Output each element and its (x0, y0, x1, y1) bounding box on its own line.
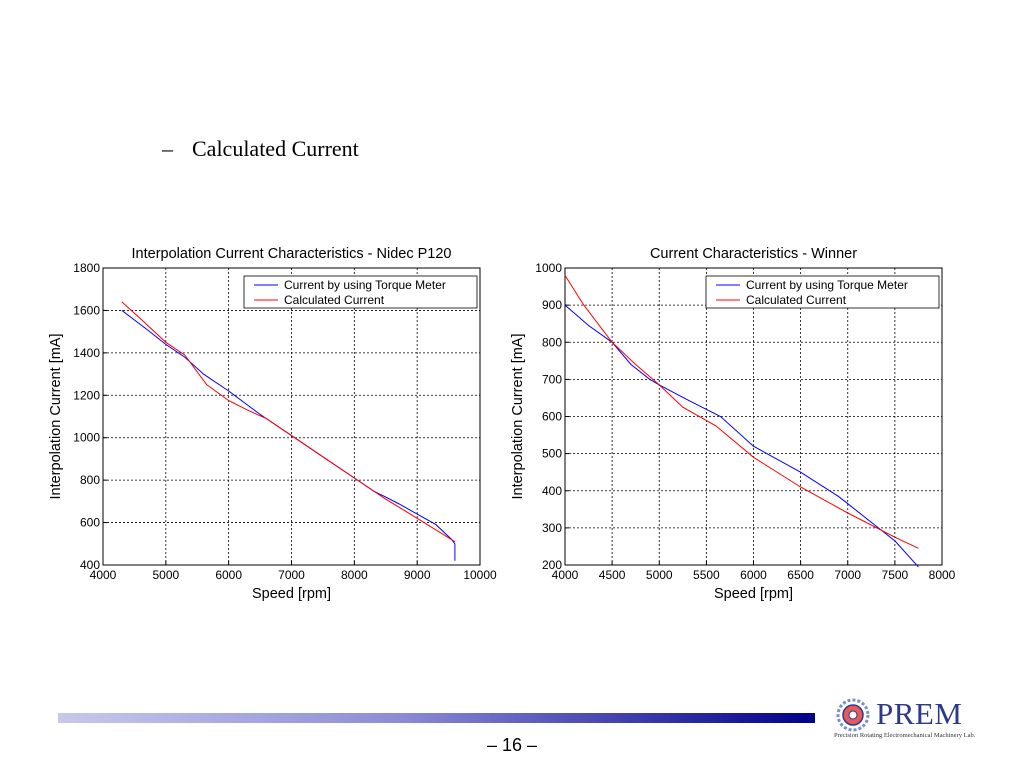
x-tick-label: 4000 (552, 568, 579, 582)
chart-winner: 4000 4500 5000 5500 6000 6500 7000 7500 8000 200 3… (510, 246, 956, 602)
y-tick-label: 600 (80, 516, 100, 530)
y-tick-label: 500 (542, 447, 562, 461)
y-tick-label: 1800 (73, 261, 100, 275)
x-tick-label: 8000 (341, 568, 368, 582)
y-tick-label: 800 (542, 335, 562, 349)
x-tick-label: 5000 (646, 568, 673, 582)
legend-box (705, 275, 940, 309)
logo-subtitle: Precision Rotating Electromechanical Mac… (834, 732, 976, 739)
y-tick-label: 900 (542, 298, 562, 312)
legend-entry: Calculated Current (746, 293, 847, 307)
series-line-torque-meter (564, 304, 919, 568)
prem-logo: PREM Precision Rotating Electromechanica… (834, 696, 994, 744)
x-tick-label: 6000 (215, 568, 242, 582)
y-tick-label: 800 (80, 473, 100, 487)
y-tick-label: 300 (542, 521, 562, 535)
x-tick-label: 9000 (404, 568, 431, 582)
x-tick-label: 4000 (90, 568, 117, 582)
x-tick-label: 7500 (882, 568, 909, 582)
legend-entry: Current by using Torque Meter (746, 278, 908, 292)
legend-entry: Calculated Current (284, 293, 385, 307)
x-tick-label: 5500 (693, 568, 720, 582)
x-tick-label: 4500 (599, 568, 626, 582)
y-tick-label: 1400 (73, 346, 100, 360)
chart-nidec-p120: 4000 5000 6000 7000 8000 9000 10000 400 600 800 10… (48, 246, 497, 602)
y-tick-label: 200 (542, 558, 562, 572)
y-axis-label: Interpolation Current [mA] (510, 333, 526, 499)
y-tick-label: 600 (542, 410, 562, 424)
x-tick-label: 5000 (152, 568, 179, 582)
series-line-calculated (564, 275, 919, 549)
page-number: – 16 – (486, 735, 538, 755)
slide-heading: – Calculated Current (162, 136, 359, 162)
x-tick-label: 8000 (929, 568, 956, 582)
logo-name: PREM (876, 696, 963, 731)
y-tick-label: 700 (542, 372, 562, 386)
y-axis-label: Interpolation Current [mA] (48, 333, 64, 499)
legend-entry: Current by using Torque Meter (284, 278, 446, 292)
y-tick-label: 1000 (73, 431, 100, 445)
y-tick-label: 400 (542, 484, 562, 498)
x-tick-label: 6500 (787, 568, 814, 582)
x-tick-label: 7000 (834, 568, 861, 582)
x-tick-label: 6000 (740, 568, 767, 582)
legend-box (243, 275, 478, 309)
chart-title: Current Characteristics - Winner (650, 246, 857, 262)
footer-gradient-bar (58, 713, 815, 723)
chart-title: Interpolation Current Characteristics - … (132, 246, 452, 262)
x-tick-label: 10000 (463, 568, 497, 582)
x-axis-label: Speed [rpm] (714, 586, 793, 602)
series-line-calculated (121, 301, 456, 543)
y-tick-label: 1200 (73, 388, 100, 402)
x-tick-label: 7000 (278, 568, 305, 582)
y-tick-label: 1000 (535, 261, 562, 275)
y-tick-label: 1600 (73, 303, 100, 317)
gear-logo-icon (836, 698, 870, 732)
heading-dash: – (162, 136, 173, 161)
y-tick-label: 400 (80, 558, 100, 572)
x-axis-label: Speed [rpm] (252, 586, 331, 602)
heading-text: Calculated Current (192, 136, 359, 161)
